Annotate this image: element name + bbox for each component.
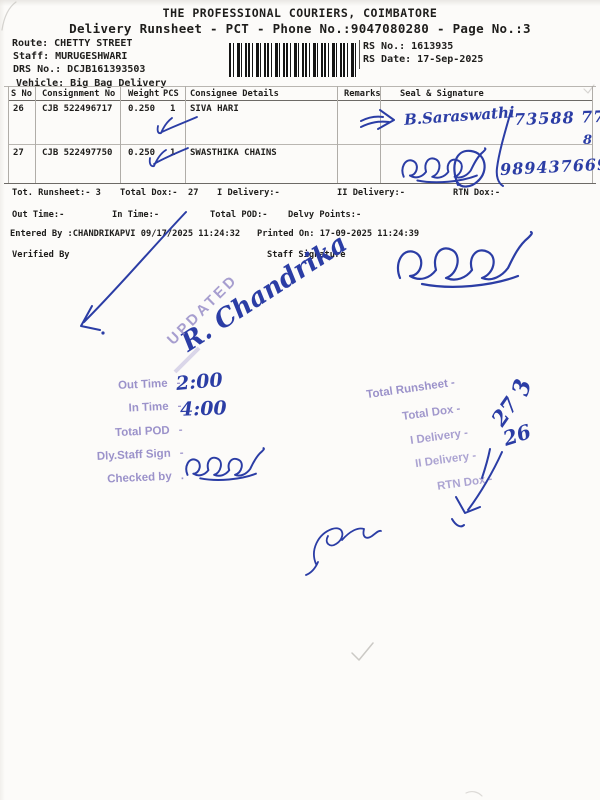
table-col-line bbox=[120, 86, 121, 183]
ii-delivery-label: II Delivery:- bbox=[337, 188, 405, 198]
total-pod-label: Total POD:- bbox=[210, 210, 268, 220]
i-delivery-label: I Delivery:- bbox=[217, 188, 280, 198]
row27-tick-mark bbox=[148, 147, 189, 168]
cell-consignee: SWASTHIKA CHAINS bbox=[190, 148, 277, 158]
verified-by-label: Verified By bbox=[12, 250, 70, 260]
rs-date-line: RS Date: 17-Sep-2025 bbox=[363, 54, 484, 65]
route-line: Route: CHETTY STREET bbox=[12, 38, 133, 49]
in-time-label: In Time:- bbox=[112, 210, 160, 220]
faint-check-mark bbox=[351, 642, 374, 661]
scan-corner-artifact bbox=[1, 1, 17, 31]
cell-sno: 27 bbox=[13, 148, 24, 158]
col-header-consignment: Consignment No bbox=[42, 89, 116, 99]
rtn-dox-arrow bbox=[451, 451, 503, 528]
total-runsheet: Tot. Runsheet:- 3 bbox=[12, 188, 101, 198]
cell-pcs: 1 bbox=[170, 148, 176, 158]
drs-no-line: DRS No.: DCJB161393503 bbox=[13, 64, 146, 75]
scan-left-edge bbox=[0, 0, 5, 800]
cell-pcs: 1 bbox=[170, 104, 176, 114]
stray-initials-squiggle bbox=[305, 527, 382, 576]
vehicle-line: Vehicle: Big Bag Delivery bbox=[16, 78, 167, 89]
row27-seal-signature bbox=[401, 147, 487, 184]
printed-on-line: Printed On: 17-09-2025 11:24:39 bbox=[257, 229, 420, 239]
row26-slash-stroke bbox=[495, 110, 512, 187]
row26-tick-mark bbox=[156, 116, 198, 135]
table-col-line bbox=[592, 86, 593, 183]
rs-no-line: RS No.: 1613935 bbox=[363, 41, 454, 52]
rs-box-divider bbox=[359, 40, 360, 69]
staff-line: Staff: MURUGESHWARI bbox=[13, 51, 128, 62]
table-col-line bbox=[380, 86, 381, 183]
faint-mark bbox=[583, 84, 595, 94]
verified-by-arrow bbox=[80, 211, 187, 331]
col-header-seal: Seal & Signature bbox=[400, 89, 484, 99]
staff-signature-scrawl bbox=[396, 230, 533, 288]
cell-consignee: SIVA HARI bbox=[190, 104, 239, 114]
dly-staff-sign-scrawl bbox=[185, 447, 265, 481]
delvy-points-label: Delvy Points:- bbox=[288, 210, 362, 220]
table-col-line bbox=[185, 86, 186, 183]
faint-mark bbox=[465, 790, 483, 797]
barcode-icon bbox=[229, 43, 358, 77]
cell-consignment: CJB 522496717 bbox=[42, 104, 113, 114]
page-subtitle: Delivery Runsheet - PCT - Phone No.:9047… bbox=[69, 21, 531, 36]
scan-top-edge bbox=[0, 0, 600, 6]
row27-signature-loop bbox=[453, 149, 486, 188]
col-header-remarks: Remarks bbox=[344, 89, 381, 99]
table-row-divider bbox=[8, 144, 592, 145]
table-col-line bbox=[8, 86, 9, 183]
cell-consignment: CJB 522497750 bbox=[42, 148, 113, 158]
row26-arrow-mark bbox=[360, 109, 395, 130]
table-header-border bbox=[8, 100, 592, 101]
col-header-consignee: Consignee Details bbox=[190, 89, 279, 99]
handwritten-phone-carry: 8 bbox=[583, 133, 593, 148]
total-dox-value: 27 bbox=[188, 188, 199, 198]
total-dox-label: Total Dox:- bbox=[120, 188, 178, 198]
table-bottom-border bbox=[4, 183, 596, 184]
table-col-line bbox=[337, 86, 338, 183]
rtn-dox-label: RTN Dox:- bbox=[453, 188, 501, 198]
staff-signature-label: Staff Signature bbox=[267, 250, 346, 260]
table-col-line bbox=[35, 86, 36, 183]
cell-weight: 0.250 bbox=[128, 148, 156, 158]
cell-weight: 0.250 bbox=[128, 104, 156, 114]
col-header-sno: S No bbox=[11, 89, 32, 99]
col-header-weight: Weight bbox=[128, 89, 160, 99]
handwritten-ii-delivery-slash bbox=[481, 448, 491, 479]
table-top-border bbox=[4, 86, 596, 87]
pen-dot bbox=[101, 331, 105, 335]
company-title: THE PROFESSIONAL COURIERS, COIMBATORE bbox=[162, 6, 438, 20]
col-header-pcs: PCS bbox=[163, 89, 179, 99]
out-time-label: Out Time:- bbox=[12, 210, 65, 220]
cell-sno: 26 bbox=[13, 104, 24, 114]
